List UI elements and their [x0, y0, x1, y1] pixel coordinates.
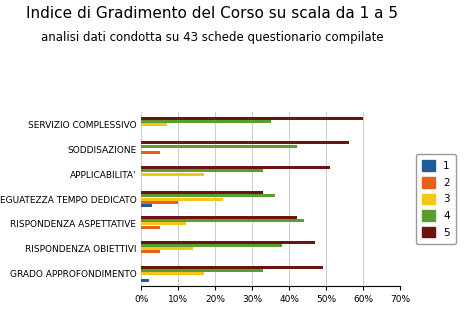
Bar — [141, 191, 263, 194]
Bar — [141, 120, 271, 123]
Bar — [141, 173, 204, 176]
Text: analisi dati condotta su 43 schede questionario compilate: analisi dati condotta su 43 schede quest… — [41, 31, 383, 44]
Bar — [141, 269, 263, 272]
Bar — [141, 225, 160, 229]
Bar — [141, 204, 153, 207]
Bar — [141, 216, 297, 219]
Bar — [141, 244, 282, 247]
Bar — [141, 142, 349, 144]
Bar — [141, 166, 330, 169]
Bar — [141, 272, 204, 275]
Bar — [141, 250, 160, 253]
Bar — [141, 123, 167, 126]
Bar — [141, 266, 323, 269]
Bar — [141, 201, 179, 204]
Bar — [141, 222, 186, 225]
Text: Indice di Gradimento del Corso su scala da 1 a 5: Indice di Gradimento del Corso su scala … — [26, 6, 398, 21]
Bar — [141, 197, 223, 201]
Bar — [141, 241, 315, 244]
Bar — [141, 279, 149, 281]
Bar — [141, 145, 297, 148]
Legend: 1, 2, 3, 4, 5: 1, 2, 3, 4, 5 — [416, 154, 456, 244]
Bar — [141, 194, 275, 197]
Bar — [141, 117, 363, 119]
Bar — [141, 169, 263, 173]
Bar — [141, 219, 304, 222]
Bar — [141, 247, 193, 250]
Bar — [141, 151, 160, 154]
